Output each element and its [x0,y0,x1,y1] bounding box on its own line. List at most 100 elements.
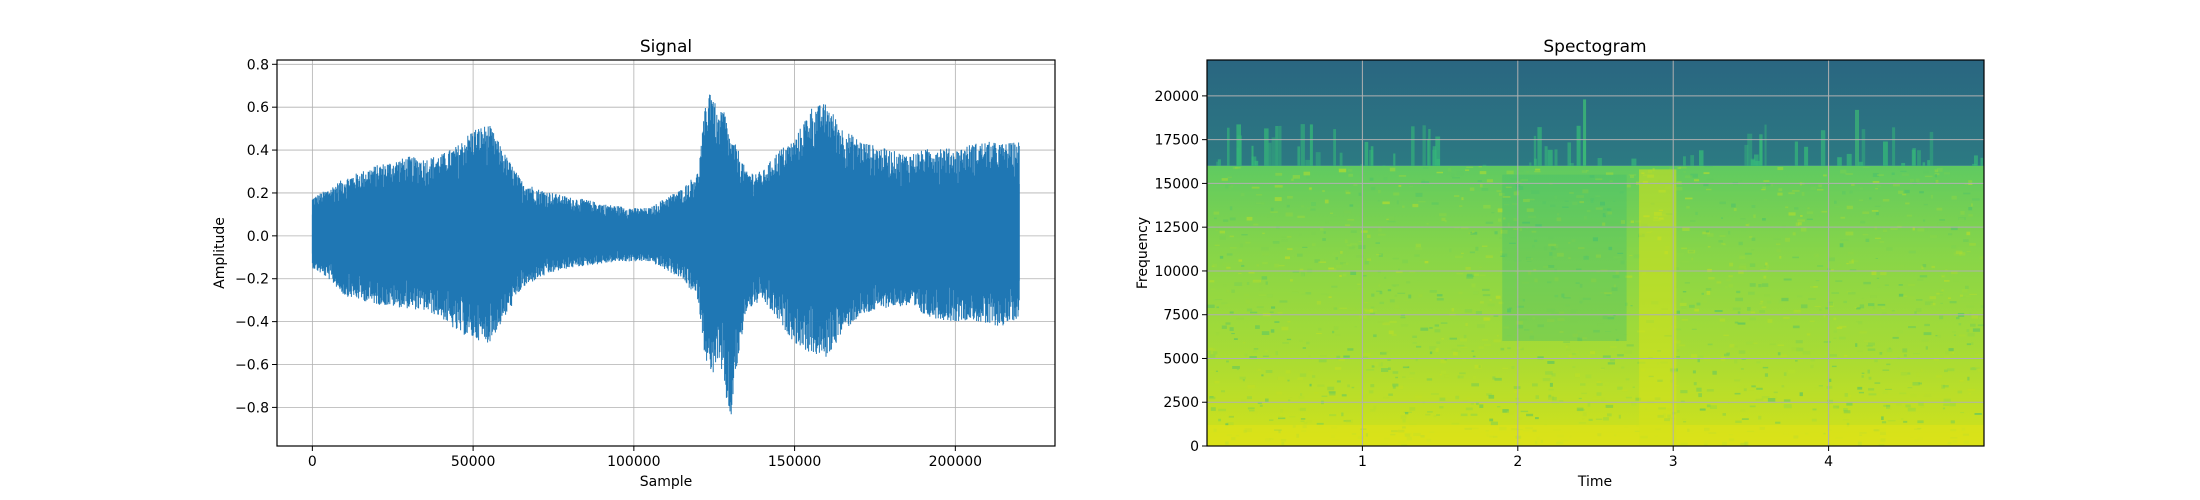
spectrogram-texture [1318,327,1322,331]
spectrogram-texture [1712,370,1717,375]
spectrogram-texture [1366,258,1372,261]
spectrogram-texture [1210,288,1215,290]
spectrogram-spike [1339,152,1343,166]
spectrogram-texture [1601,397,1606,402]
spectrogram-texture [1691,354,1698,358]
spectrogram-texture [1874,382,1881,384]
spectrogram-texture [1570,309,1578,314]
spectrogram-texture [1431,393,1439,395]
spectrogram-texture [1265,370,1273,373]
spectrogram-texture [1357,283,1362,285]
spectrogram-texture [1600,201,1605,206]
spectrogram-texture [1935,179,1939,184]
spectrogram-texture [1505,186,1512,188]
spectrogram-texture [1707,343,1713,346]
spectrogram-texture [1739,180,1743,182]
spectrogram-texture [1913,353,1920,355]
spectrogram-texture [1966,329,1970,333]
spectrogram-texture [1316,333,1322,335]
spectrogram-texture [1400,366,1408,368]
spectrogram-spike [1683,156,1686,166]
spectrogram-texture [1703,172,1710,175]
spectrogram-texture [1892,183,1900,187]
spectrogram-texture [1862,233,1869,236]
signal-y-tick-label: 0.4 [247,143,269,159]
spectrogram-texture [1755,398,1764,401]
spectrogram-texture [1572,366,1576,368]
spectrogram-texture [1583,216,1587,220]
spectrogram-texture [1500,229,1508,234]
spectrogram-texture [1287,196,1293,199]
spectrogram-texture [1888,347,1891,350]
spectrogram-texture [1580,383,1586,386]
spectrogram-texture [1549,382,1553,387]
spectrogram-texture [1831,365,1837,368]
spectrogram-texture [1635,397,1642,401]
signal-waveform-line [311,94,1020,415]
spectrogram-texture [1791,347,1799,352]
spectrogram-texture [1400,324,1409,327]
spectrogram-spike [1537,127,1542,166]
spectrogram-texture [1764,373,1768,377]
spectrogram-texture [1542,201,1546,205]
spectrogram-texture [1797,219,1805,222]
spectrogram-texture [1549,252,1553,256]
spectrogram-spike [1268,142,1272,166]
spectrogram-texture [1724,353,1730,357]
spectrogram-texture [1316,301,1321,305]
spectrogram-texture [1340,262,1346,265]
spectrogram-texture [1524,329,1530,331]
spectrogram-texture [1343,355,1350,358]
spectrogram-texture [1967,388,1976,391]
spectrogram-texture [1574,373,1580,378]
spectrogram-texture [1868,342,1875,346]
spectrogram-texture [1262,232,1265,235]
spectrogram-texture [1856,321,1863,323]
spectrogram-texture [1543,266,1551,268]
spectrogram-texture [1345,190,1350,193]
spectrogram-texture [1480,274,1486,277]
spectrogram-texture [1398,268,1401,272]
spectrogram-texture [1283,407,1289,412]
spectrogram-texture [1335,264,1342,269]
spectrogram-texture [1516,347,1523,349]
spectrogram-texture [1478,365,1481,368]
spectrogram-texture [1892,179,1896,182]
spectrogram-texture [1322,190,1325,193]
spectrogram-texture [1234,167,1241,169]
spectrogram-texture [1382,322,1390,326]
spectrogram-texture [1737,385,1745,388]
spectrogram-texture [1398,385,1404,390]
spectrogram-texture [1231,289,1235,293]
spectrogram-texture [1843,300,1847,304]
spectrogram-texture [1840,239,1849,241]
spectrogram-texture [1562,206,1569,208]
spectrogram-texture [1511,264,1515,267]
spectrogram-texture [1785,237,1790,242]
spectrogram-texture [1959,252,1966,256]
spectrogram-spike [1216,161,1219,166]
spectrogram-texture [1433,415,1437,418]
spectrogram-texture [1214,217,1217,220]
spectrogram-texture [1551,373,1556,377]
spectrogram-texture [1873,278,1877,280]
spectrogram-texture [1256,264,1260,267]
spectrogram-texture [1733,208,1737,212]
spectrogram-spike [1804,146,1809,166]
spectrogram-texture [1418,294,1423,298]
spectrogram-texture [1800,215,1803,217]
spectrogram-texture [1275,351,1278,356]
spectrogram-texture [1753,214,1756,219]
spectrogram-spike [1597,158,1602,166]
spectrogram-texture [1449,337,1457,340]
spectrogram-texture [1959,294,1963,297]
spectrogram-texture [1384,276,1387,279]
spectrogram-texture [1887,420,1896,422]
spectrogram-texture [1459,338,1468,342]
spectrogram-texture [1261,276,1268,280]
spectrogram-texture [1732,345,1738,348]
spectrogram-texture [1597,323,1604,326]
spectrogram-spike [1297,146,1300,166]
spectrogram-texture [1876,277,1880,279]
spectrogram-texture [1243,342,1246,344]
